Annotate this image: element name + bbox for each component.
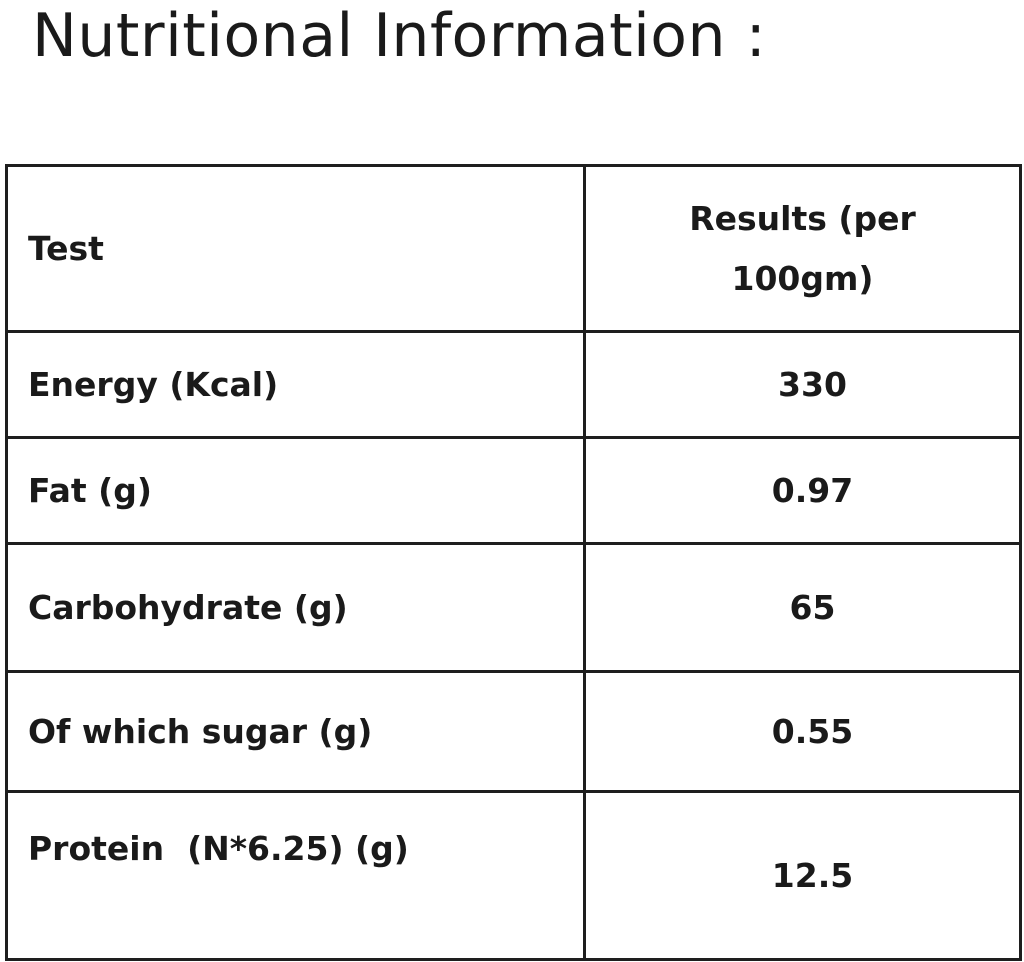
column-header-results: Results (per 100gm) bbox=[583, 164, 1022, 333]
result-value-cell: 330 bbox=[583, 330, 1022, 439]
table-row: Of which sugar (g) 0.55 bbox=[5, 670, 1022, 793]
result-value-cell: 12.5 bbox=[583, 790, 1022, 961]
table-row: Carbohydrate (g) 65 bbox=[5, 542, 1022, 673]
test-name-cell: Protein (N*6.25) (g) bbox=[5, 790, 586, 961]
column-header-results-line2: 100gm) bbox=[731, 258, 874, 298]
table-row: Protein (N*6.25) (g) 12.5 bbox=[5, 790, 1022, 961]
page-title: Nutritional Information : bbox=[32, 1, 767, 71]
result-value-cell: 65 bbox=[583, 542, 1022, 673]
result-value-cell: 0.97 bbox=[583, 436, 1022, 545]
table-header-row: Test Results (per 100gm) bbox=[5, 164, 1022, 333]
table-row: Fat (g) 0.97 bbox=[5, 436, 1022, 545]
column-header-test: Test bbox=[5, 164, 586, 333]
column-header-results-line1: Results (per bbox=[689, 198, 916, 238]
test-name-cell: Fat (g) bbox=[5, 436, 586, 545]
table-row: Energy (Kcal) 330 bbox=[5, 330, 1022, 439]
result-value-cell: 0.55 bbox=[583, 670, 1022, 793]
test-name-cell: Energy (Kcal) bbox=[5, 330, 586, 439]
test-name-cell: Of which sugar (g) bbox=[5, 670, 586, 793]
nutrition-table: Test Results (per 100gm) Energy (Kcal) 3… bbox=[5, 164, 1022, 961]
test-name-cell: Carbohydrate (g) bbox=[5, 542, 586, 673]
